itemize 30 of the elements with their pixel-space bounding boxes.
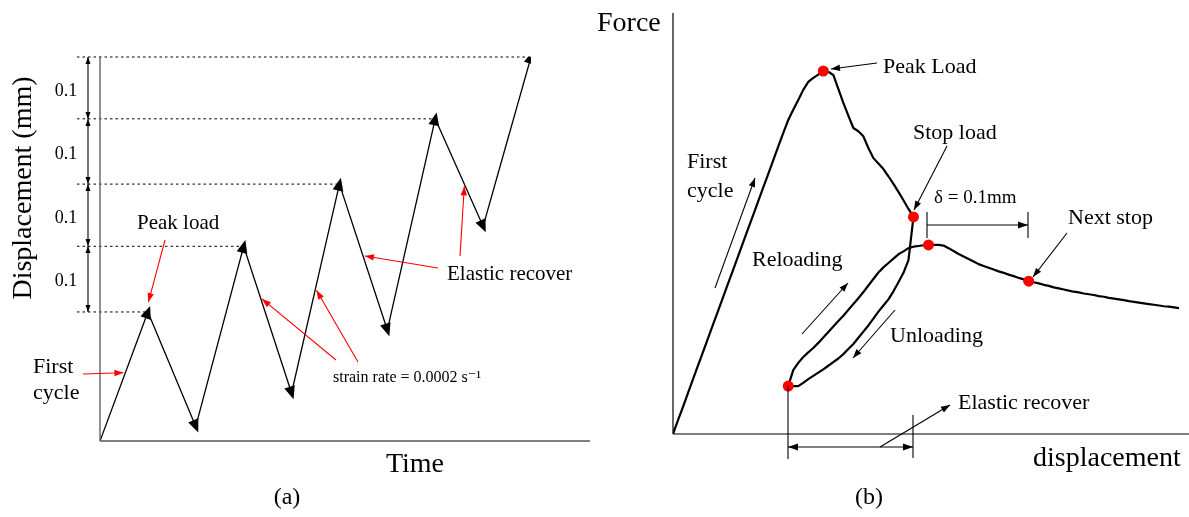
- text: 0.1: [54, 80, 78, 100]
- annotation: Reloading: [752, 246, 843, 271]
- annotation: δ = 0.1mm: [934, 186, 1017, 207]
- point: [475, 218, 486, 233]
- point: [140, 305, 151, 320]
- point: [188, 418, 199, 433]
- point: [332, 177, 344, 192]
- annotation: Peak load: [137, 210, 220, 234]
- annotation: First cycle: [687, 148, 734, 202]
- text: 0.1: [54, 270, 78, 290]
- text: First cycle: [33, 353, 80, 404]
- text: 0.1: [54, 143, 78, 163]
- point: [380, 322, 391, 337]
- y-axis-title: Displacement (mm): [6, 76, 37, 300]
- point: [428, 112, 440, 127]
- annotation: strain rate = 0.0002 s⁻¹: [333, 368, 482, 385]
- annotation: Unloading: [890, 322, 983, 347]
- y-axis-title: Force: [597, 6, 661, 37]
- x-axis-title: Time: [385, 447, 445, 478]
- x-axis-title: displacement: [1033, 441, 1181, 472]
- point: [236, 240, 248, 254]
- annotation: Elastic recover: [958, 389, 1090, 414]
- annotation: Next stop: [1068, 204, 1153, 229]
- annotation: Elastic recover: [447, 261, 573, 285]
- annotation: Peak Load: [883, 53, 977, 78]
- text: (a): [273, 483, 301, 509]
- annotation: Stop load: [913, 119, 997, 144]
- text: (b): [855, 483, 883, 509]
- text: 0.1: [54, 207, 78, 227]
- point: [284, 385, 295, 400]
